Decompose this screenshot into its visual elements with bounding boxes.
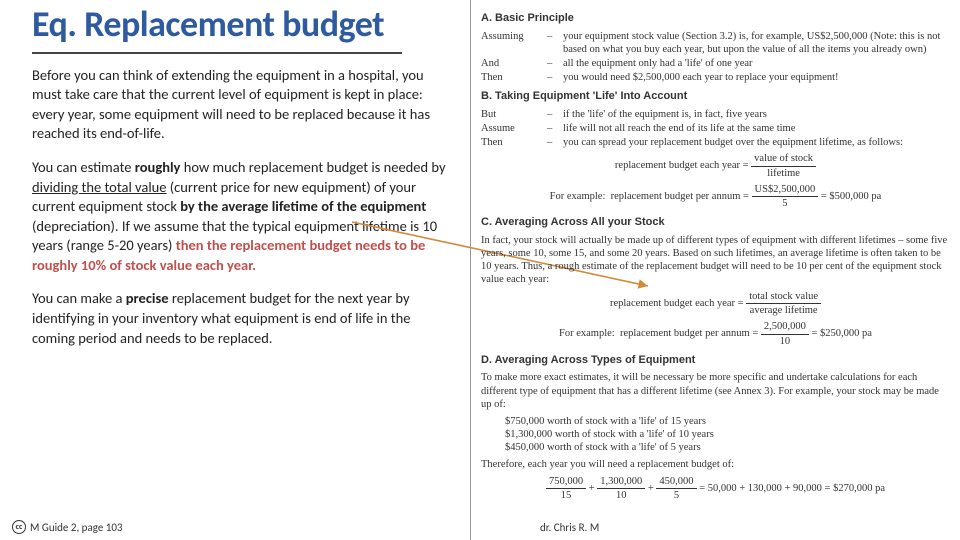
c-para: In fact, your stock will actually be mad… [481, 234, 950, 287]
eq-d-f2n: 1,300,000 [597, 475, 645, 489]
footer-author: dr. Chris R. M [540, 521, 599, 534]
paragraph-3: You can make a precise replacement budge… [32, 289, 452, 348]
eq-d-f2: 1,300,00010 [597, 475, 645, 502]
eq-b1: replacement budget each year = value of … [481, 152, 950, 179]
eq-c2-rhs: = $250,000 pa [812, 328, 872, 339]
d-line-2: $1,300,000 worth of stock with a 'life' … [481, 428, 950, 441]
d-para: To make more exact estimates, it will be… [481, 371, 950, 410]
plus-2: + [645, 483, 656, 494]
row-then: Then–you would need $2,500,000 each year… [481, 71, 950, 84]
row-b-but: But–if the 'life' of the equipment is, i… [481, 108, 950, 121]
slide: Eq. Replacement budget Before you can th… [0, 0, 960, 540]
left-column: Eq. Replacement budget Before you can th… [0, 0, 470, 540]
eq-b2-rhs: = $500,000 pa [821, 191, 881, 202]
dash: – [547, 136, 555, 149]
key-b-assume: Assume [481, 122, 539, 135]
key-b-then: Then [481, 136, 539, 149]
dash: – [547, 108, 555, 121]
dash: – [547, 122, 555, 135]
eq-c1-num: total stock value [746, 290, 821, 304]
row-assuming: Assuming–your equipment stock value (Sec… [481, 30, 950, 56]
right-column: A. Basic Principle Assuming–your equipme… [470, 0, 960, 540]
eq-d-f1d: 15 [546, 489, 586, 502]
eq-c2-frac: 2,500,00010 [761, 320, 809, 347]
p2-a: You can estimate [32, 158, 135, 176]
row-and: And–all the equipment only had a 'life' … [481, 57, 950, 70]
eq-c2-lhs: replacement budget per annum = [620, 328, 758, 339]
d-line-3: $450,000 worth of stock with a 'life' of… [481, 441, 950, 454]
eq-b2: For example: replacement budget per annu… [481, 183, 950, 210]
p2-b: how much replacement budget is needed by [180, 158, 445, 176]
eq-b1-lhs: replacement budget each year = [615, 160, 749, 171]
title-underline [32, 52, 402, 54]
key-but: But [481, 108, 539, 121]
for-example-c: For example: [559, 328, 615, 339]
row-b-then: Then–you can spread your replacement bud… [481, 136, 950, 149]
slide-title: Eq. Replacement budget [32, 6, 452, 44]
val-but: if the 'life' of the equipment is, in fa… [563, 108, 950, 121]
eq-d-f1: 750,00015 [546, 475, 586, 502]
eq-c2-den: 10 [761, 335, 809, 348]
eq-c2: For example: replacement budget per annu… [481, 320, 950, 347]
p2-by-lifetime: by the average lifetime of the equipment [180, 197, 426, 215]
paragraph-1: Before you can think of extending the eq… [32, 66, 452, 144]
eq-b2-num: US$2,500,000 [752, 183, 819, 197]
p3-a: You can make a [32, 289, 126, 307]
p2-roughly: roughly [135, 158, 181, 176]
val-assuming: your equipment stock value (Section 3.2)… [563, 30, 950, 56]
eq-b2-frac: US$2,500,0005 [752, 183, 819, 210]
eq-d-f1n: 750,000 [546, 475, 586, 489]
eq-c2-num: 2,500,000 [761, 320, 809, 334]
eq-c1: replacement budget each year = total sto… [481, 290, 950, 317]
key-and: And [481, 57, 539, 70]
eq-b1-frac: value of stocklifetime [751, 152, 816, 179]
section-a-heading: A. Basic Principle [481, 12, 950, 26]
eq-b2-lhs: replacement budget per annum = [611, 191, 749, 202]
for-example: For example: [550, 191, 606, 202]
eq-c1-lhs: replacement budget each year = [610, 298, 744, 309]
d-line-1: $750,000 worth of stock with a 'life' of… [481, 415, 950, 428]
cc-icon: cc [12, 520, 26, 534]
eq-d-rhs: = 50,000 + 130,000 + 90,000 = $270,000 p… [697, 483, 885, 494]
eq-d-f2d: 10 [597, 489, 645, 502]
eq-b1-den: lifetime [751, 167, 816, 180]
val-b-assume: life will not all reach the end of its l… [563, 122, 950, 135]
eq-c1-frac: total stock valueaverage lifetime [746, 290, 821, 317]
p2-dividing: dividing the total value [32, 178, 167, 196]
footer-left: cc M Guide 2, page 103 [12, 520, 123, 534]
val-b-then: you can spread your replacement budget o… [563, 136, 950, 149]
dash: – [547, 71, 555, 84]
section-d-heading: D. Averaging Across Types of Equipment [481, 354, 950, 368]
plus-1: + [586, 483, 597, 494]
val-and: all the equipment only had a 'life' of o… [563, 57, 950, 70]
eq-c1-den: average lifetime [746, 304, 821, 317]
eq-d-f3: 450,0005 [656, 475, 696, 502]
key-then: Then [481, 71, 539, 84]
p3-precise: precise [126, 289, 169, 307]
eq-d-f3n: 450,000 [656, 475, 696, 489]
key-assuming: Assuming [481, 30, 539, 56]
section-b-heading: B. Taking Equipment 'Life' Into Account [481, 90, 950, 104]
d-therefore: Therefore, each year you will need a rep… [481, 458, 950, 471]
section-c-heading: C. Averaging Across All your Stock [481, 216, 950, 230]
dash: – [547, 30, 555, 56]
val-then: you would need $2,500,000 each year to r… [563, 71, 950, 84]
eq-b2-den: 5 [752, 197, 819, 210]
paragraph-2: You can estimate roughly how much replac… [32, 158, 452, 275]
footer-left-text: M Guide 2, page 103 [30, 521, 123, 534]
eq-d: 750,00015 + 1,300,00010 + 450,0005 = 50,… [481, 475, 950, 502]
dash: – [547, 57, 555, 70]
eq-b1-num: value of stock [751, 152, 816, 166]
row-b-assume: Assume–life will not all reach the end o… [481, 122, 950, 135]
eq-d-f3d: 5 [656, 489, 696, 502]
